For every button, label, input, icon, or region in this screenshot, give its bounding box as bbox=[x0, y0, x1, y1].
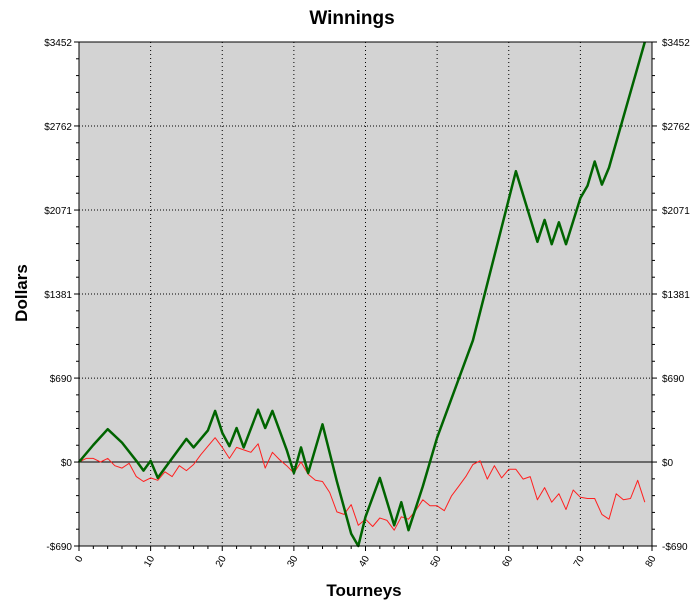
x-tick-label: 60 bbox=[500, 554, 515, 570]
x-tick-label: 70 bbox=[572, 554, 587, 570]
y-tick-label-left: $1381 bbox=[44, 290, 72, 301]
x-tick-label: 30 bbox=[285, 554, 300, 570]
series-line-red bbox=[78, 437, 646, 531]
y-tick-label-right: -$690 bbox=[662, 542, 688, 553]
x-tick-label: 50 bbox=[429, 554, 444, 570]
y-tick-label-left: -$690 bbox=[46, 542, 72, 553]
y-tick-label-right: $0 bbox=[662, 458, 674, 469]
chart-title: Winnings bbox=[309, 8, 394, 29]
y-tick-label-left: $2762 bbox=[44, 122, 72, 133]
x-axis-title: Tourneys bbox=[326, 581, 401, 600]
y-tick-label-right: $1381 bbox=[662, 290, 690, 301]
y-tick-label-right: $2762 bbox=[662, 122, 690, 133]
x-tick-label: 80 bbox=[644, 554, 659, 570]
x-tick-label: 20 bbox=[214, 554, 229, 570]
y-axis-title: Dollars bbox=[12, 264, 31, 322]
series-line-green bbox=[78, 41, 647, 548]
y-tick-label-left: $690 bbox=[50, 374, 73, 385]
x-tick-label: 0 bbox=[73, 554, 86, 565]
axes: 0 10 20 30 40 50 60 70 80-$690 -$690$0 $0$690 $690$… bbox=[44, 38, 690, 569]
y-tick-label-right: $690 bbox=[662, 374, 685, 385]
series-layer bbox=[78, 41, 647, 548]
x-tick-label: 40 bbox=[357, 554, 372, 570]
y-tick-label-right: $2071 bbox=[662, 206, 690, 217]
y-tick-label-left: $3452 bbox=[44, 38, 72, 49]
x-tick-label: 10 bbox=[142, 554, 157, 570]
y-tick-label-left: $2071 bbox=[44, 206, 72, 217]
y-tick-label-right: $3452 bbox=[662, 38, 690, 49]
y-tick-label-left: $0 bbox=[61, 458, 73, 469]
